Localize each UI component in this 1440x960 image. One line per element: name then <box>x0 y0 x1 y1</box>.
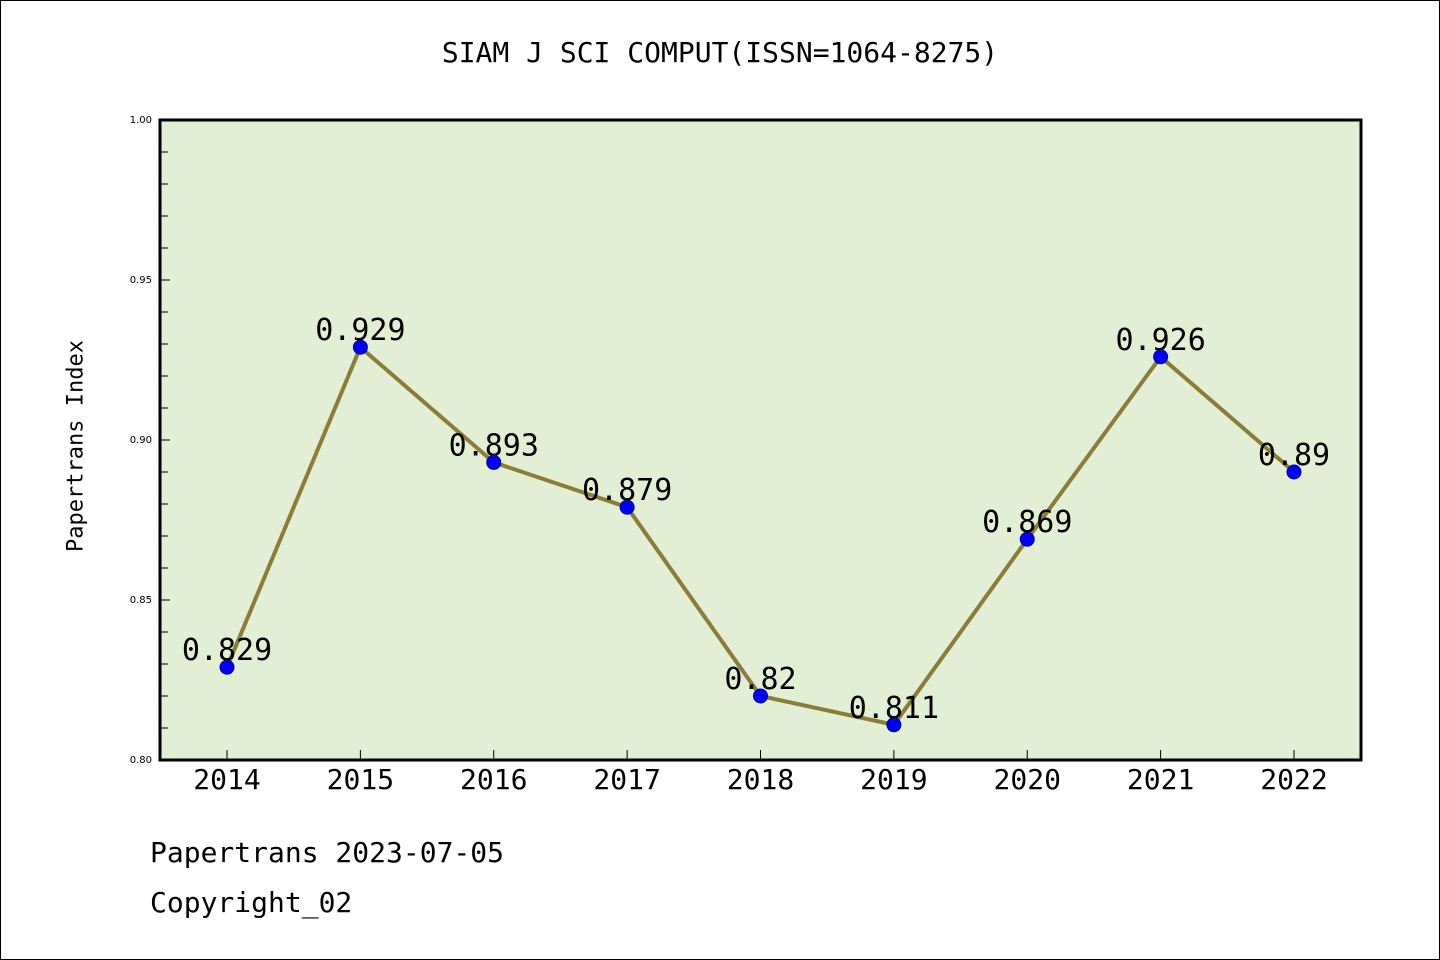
data-point <box>1019 531 1035 547</box>
data-point <box>1286 464 1302 480</box>
data-label: 0.879 <box>582 473 672 508</box>
x-tick-label: 2016 <box>460 763 527 796</box>
footer-copyright: Copyright_02 <box>150 886 353 919</box>
x-tick-label: 2014 <box>193 763 260 796</box>
y-tick-label: 0.95 <box>130 275 152 286</box>
data-label: 0.82 <box>724 662 796 697</box>
x-tick-label: 2021 <box>1127 763 1194 796</box>
data-label: 0.811 <box>849 691 939 726</box>
x-tick-label: 2018 <box>727 763 794 796</box>
data-point <box>352 339 368 355</box>
x-tick-label: 2017 <box>593 763 660 796</box>
y-tick-label: 0.90 <box>130 435 152 446</box>
footer-date: Papertrans 2023-07-05 <box>150 836 505 869</box>
data-point <box>486 454 502 470</box>
x-tick-label: 2019 <box>860 763 927 796</box>
y-tick-label: 1.00 <box>130 115 152 126</box>
data-point <box>753 688 768 704</box>
data-point <box>886 717 902 733</box>
data-label: 0.829 <box>182 633 272 668</box>
data-point <box>619 499 635 515</box>
data-point <box>219 659 235 675</box>
data-label: 0.89 <box>1258 438 1330 473</box>
data-label: 0.869 <box>982 505 1072 540</box>
data-label: 0.893 <box>449 428 539 463</box>
x-tick-label: 2022 <box>1260 763 1327 796</box>
plot-border <box>158 118 1363 762</box>
y-tick-label: 0.80 <box>130 755 152 766</box>
data-label: 0.929 <box>315 313 405 348</box>
data-point <box>1153 349 1169 365</box>
data-label: 0.926 <box>1115 323 1205 358</box>
x-tick-label: 2015 <box>327 763 394 796</box>
plot-area <box>160 120 1361 760</box>
x-tick-label: 2020 <box>994 763 1061 796</box>
y-tick-label: 0.85 <box>130 595 152 606</box>
chart-title: SIAM J SCI COMPUT(ISSN=1064-8275) <box>441 36 999 69</box>
